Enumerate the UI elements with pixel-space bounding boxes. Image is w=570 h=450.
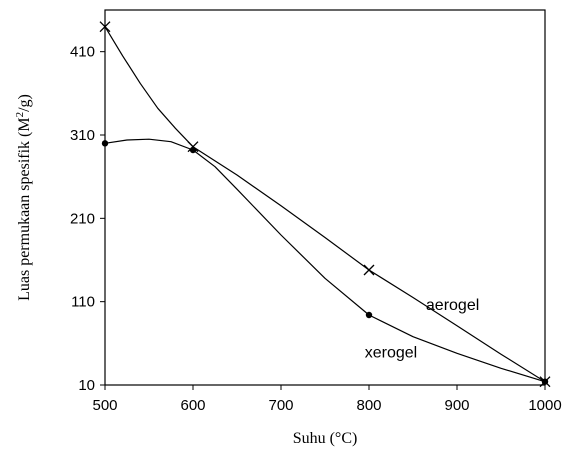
y-tick-label: 10 [78, 377, 95, 394]
x-tick-label: 500 [92, 397, 117, 414]
axis-ticks: 500 600 700 800 900 1000 10 110 210 310 410 [70, 44, 562, 414]
x-tick-label: 700 [268, 397, 293, 414]
data-point-xerogel [365, 311, 373, 319]
y-tick-label: 410 [70, 44, 95, 61]
data-point-xerogel [189, 146, 197, 154]
x-axis-title: Suhu (°C) [293, 430, 358, 447]
y-tick-label: 110 [71, 294, 95, 311]
series-curves [104, 26, 546, 383]
data-point-aerogel [363, 264, 375, 276]
data-point-aerogel [99, 21, 111, 33]
x-tick-label: 800 [356, 397, 381, 414]
x-tick-label: 600 [180, 397, 205, 414]
plot-area [104, 9, 546, 386]
y-axis-title: Luas permukaan spesifik (M2/g) [14, 94, 33, 301]
annotations: aerogel xerogel [365, 297, 480, 362]
x-tick-label: 900 [444, 397, 469, 414]
data-point-xerogel [541, 378, 549, 385]
series-label-aerogel: aerogel [426, 297, 479, 314]
y-tick-label: 310 [70, 127, 95, 144]
x-tick-label: 1000 [528, 397, 561, 414]
series-line-xerogel [104, 138, 546, 383]
data-point-xerogel [101, 140, 109, 147]
y-tick-label: 210 [70, 210, 95, 227]
series-markers [99, 21, 551, 388]
series-label-xerogel: xerogel [365, 345, 417, 362]
series-line-aerogel [104, 26, 546, 383]
data-point-aerogel [187, 141, 199, 153]
